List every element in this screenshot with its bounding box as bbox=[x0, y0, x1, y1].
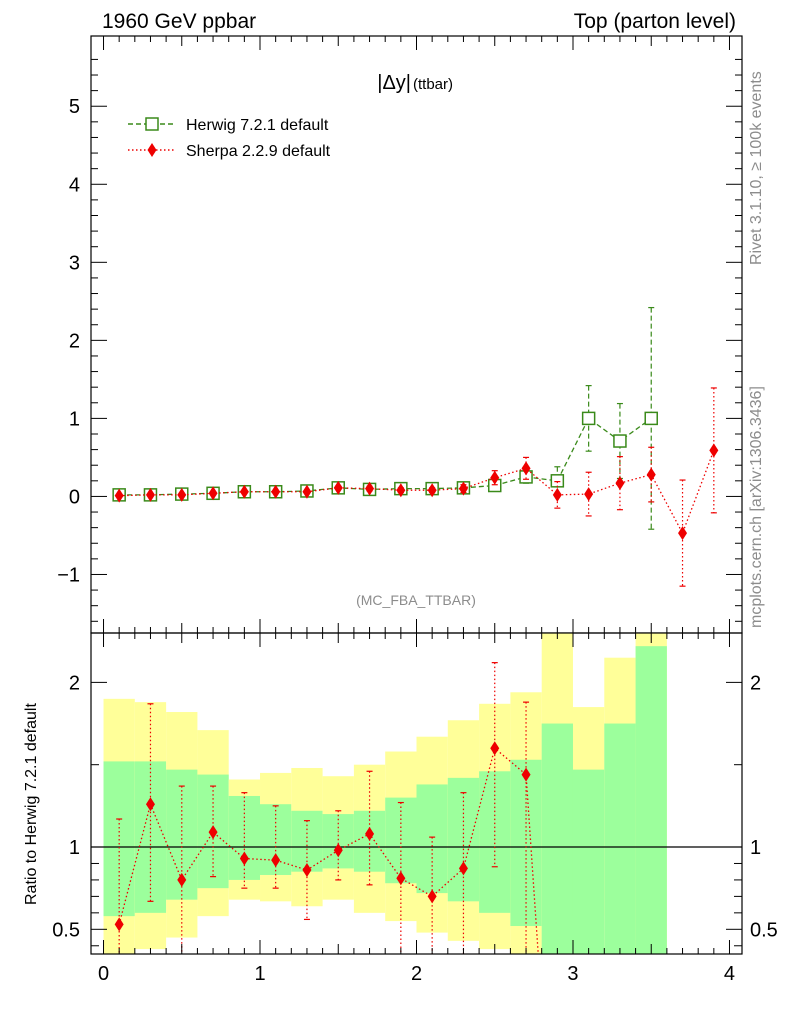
sherpa-point bbox=[239, 484, 249, 499]
sherpa-ratio-point bbox=[302, 863, 312, 878]
herwig-point bbox=[644, 411, 658, 426]
y-tick-label: 1 bbox=[69, 408, 80, 430]
sherpa-ratio-point bbox=[333, 843, 343, 858]
legend-label-sherpa: Sherpa 2.2.9 default bbox=[186, 143, 331, 160]
sherpa-ratio-point bbox=[208, 825, 218, 840]
x-tick-label: 2 bbox=[411, 963, 422, 985]
y-tick-label: 2 bbox=[69, 672, 80, 694]
analysis-tag: (MC_FBA_TTBAR) bbox=[356, 592, 476, 608]
sherpa-ratio-point bbox=[365, 826, 375, 841]
sherpa-point bbox=[177, 487, 187, 502]
y-tick-label: 1 bbox=[69, 837, 80, 859]
y-tick-label: 0.5 bbox=[52, 919, 80, 941]
y-tick-label: −1 bbox=[57, 564, 80, 586]
sherpa-ratio-point bbox=[114, 917, 124, 932]
plot-title-sub: (ttbar) bbox=[413, 76, 453, 93]
y-tick-label-right: 1 bbox=[750, 837, 761, 859]
mcplots-label: mcplots.cern.ch [arXiv:1306.3436] bbox=[748, 386, 765, 628]
ratio-axis-label: Ratio to Herwig 7.2.1 default bbox=[23, 703, 40, 905]
sherpa-ratio-point bbox=[396, 871, 406, 886]
legend-entry-sherpa: Sherpa 2.2.9 default bbox=[128, 143, 331, 160]
process-label: Top (parton level) bbox=[574, 10, 736, 33]
x-tick-label: 0 bbox=[98, 963, 109, 985]
sherpa-ratio-point bbox=[271, 853, 281, 868]
sherpa-point bbox=[333, 480, 343, 495]
sherpa-point bbox=[302, 484, 312, 499]
sherpa-point bbox=[709, 443, 719, 458]
sherpa-point bbox=[427, 483, 437, 498]
sherpa-point bbox=[552, 487, 562, 502]
herwig-point bbox=[581, 411, 596, 426]
y-tick-label-right: 2 bbox=[750, 672, 761, 694]
uncertainty-band-inner bbox=[353, 810, 386, 872]
sherpa-point bbox=[271, 484, 281, 499]
sherpa-point bbox=[396, 483, 406, 498]
y-tick-label-right: 0.5 bbox=[750, 919, 778, 941]
sherpa-point bbox=[458, 481, 468, 496]
sherpa-point bbox=[208, 486, 218, 501]
sherpa-ratio-point bbox=[427, 889, 437, 904]
sherpa-point bbox=[615, 476, 625, 491]
ratio-panel: 0 1 2 3 4 0.5 0.5 1 1 2 2 bbox=[52, 632, 778, 985]
uncertainty-band-inner bbox=[479, 771, 511, 913]
sherpa-point bbox=[678, 526, 688, 541]
sherpa-ratio-line-tail bbox=[525, 774, 539, 954]
sherpa-point bbox=[365, 481, 375, 496]
y-tick-label: 3 bbox=[69, 252, 80, 274]
uncertainty-band-inner bbox=[447, 777, 480, 902]
uncertainty-band-inner bbox=[541, 723, 573, 954]
uncertainty-band-inner bbox=[385, 797, 417, 884]
sherpa-ratio-point bbox=[490, 741, 500, 756]
legend-marker-herwig bbox=[145, 117, 159, 131]
uncertainty-band-inner bbox=[604, 723, 636, 954]
uncertainty-band-inner bbox=[635, 646, 667, 954]
herwig-point bbox=[550, 474, 565, 488]
sherpa-ratio-point bbox=[239, 851, 249, 866]
uncertainty-band-inner bbox=[416, 784, 448, 894]
y-tick-label: 5 bbox=[69, 96, 80, 118]
legend-entry-herwig: Herwig 7.2.1 default bbox=[128, 117, 329, 134]
sherpa-point bbox=[646, 467, 656, 482]
sherpa-point bbox=[521, 461, 531, 476]
y-tick-label: 2 bbox=[69, 330, 80, 352]
sherpa-ratio-point bbox=[177, 872, 187, 887]
sherpa-ratio-point bbox=[145, 797, 155, 812]
x-tick-label: 1 bbox=[254, 963, 265, 985]
sherpa-point bbox=[114, 488, 124, 503]
energy-label: 1960 GeV ppbar bbox=[102, 10, 256, 33]
uncertainty-band-inner bbox=[103, 761, 135, 917]
x-tick-label: 3 bbox=[567, 963, 578, 985]
sherpa-point bbox=[490, 470, 500, 485]
herwig-line bbox=[119, 417, 652, 496]
x-tick-label: 4 bbox=[724, 963, 735, 985]
herwig-point bbox=[613, 434, 627, 448]
sherpa-ratio-point bbox=[458, 861, 468, 876]
plot-title: |Δy| bbox=[377, 72, 411, 94]
legend: Herwig 7.2.1 default Sherpa 2.2.9 defaul… bbox=[128, 117, 331, 160]
rivet-label: Rivet 3.1.10, ≥ 100k events bbox=[748, 71, 765, 265]
y-tick-label: 0 bbox=[69, 486, 80, 508]
sherpa-point bbox=[145, 487, 155, 502]
y-tick-label: 4 bbox=[69, 174, 80, 196]
uncertainty-band-inner bbox=[572, 769, 605, 954]
legend-label-herwig: Herwig 7.2.1 default bbox=[186, 117, 329, 134]
legend-marker-sherpa bbox=[147, 143, 157, 157]
sherpa-point bbox=[584, 487, 594, 502]
main-panel: −1 0 1 2 3 4 5 |Δy| (ttbar) (MC_FBA_TTBAR) Her… bbox=[57, 35, 743, 634]
